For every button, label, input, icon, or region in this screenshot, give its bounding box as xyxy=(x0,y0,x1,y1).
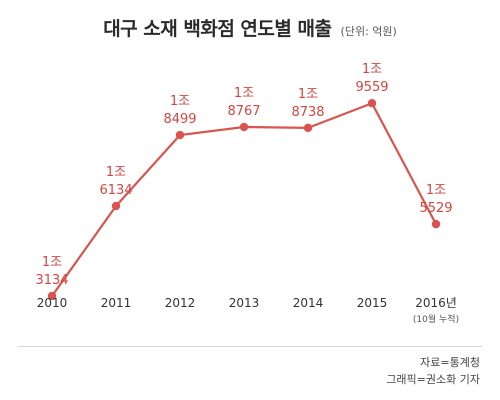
x-tick-label: 2013 xyxy=(229,296,260,310)
data-point xyxy=(431,219,441,229)
data-point xyxy=(47,291,57,301)
credits: 자료=통계청 그래픽=권소화 기자 xyxy=(386,354,480,388)
footer-divider xyxy=(18,346,482,347)
x-tick-label: 2010 xyxy=(37,296,68,310)
data-label: 1조 xyxy=(234,86,254,101)
x-tick-label: 2014 xyxy=(293,296,324,310)
data-point xyxy=(303,123,313,133)
chart-unit: (단위: 억원) xyxy=(340,25,397,38)
data-label: 1조 xyxy=(426,183,446,198)
x-tick-note: (10월 누적) xyxy=(413,313,459,325)
chart-title-block: 대구 소재 백화점 연도별 매출 (단위: 억원) xyxy=(0,14,500,41)
data-label: 8499 xyxy=(163,112,196,127)
data-point xyxy=(367,99,377,108)
graphic-credit: 그래픽=권소화 기자 xyxy=(386,373,480,386)
x-tick-label: 2016년 xyxy=(415,296,457,310)
data-label: 1조 xyxy=(42,255,62,270)
data-label: 6134 xyxy=(99,183,132,198)
data-point xyxy=(111,201,121,211)
data-label: 9559 xyxy=(355,80,388,95)
data-point xyxy=(239,122,249,132)
x-tick-label: 2011 xyxy=(101,296,132,310)
source-credit: 자료=통계청 xyxy=(420,356,480,369)
data-label: 1조 xyxy=(298,87,318,102)
data-label: 5529 xyxy=(419,201,452,216)
data-label: 8767 xyxy=(227,104,260,119)
data-label: 1조 xyxy=(106,165,126,180)
series-line xyxy=(51,102,437,297)
x-tick-label: 2012 xyxy=(165,296,196,310)
data-point xyxy=(175,130,185,140)
data-label: 1조 xyxy=(362,62,382,77)
chart-title: 대구 소재 백화점 연도별 매출 xyxy=(103,18,332,40)
data-label: 8738 xyxy=(291,105,324,120)
x-tick-label: 2015 xyxy=(357,296,388,310)
data-label: 3134 xyxy=(35,273,68,288)
data-label: 1조 xyxy=(170,94,190,109)
